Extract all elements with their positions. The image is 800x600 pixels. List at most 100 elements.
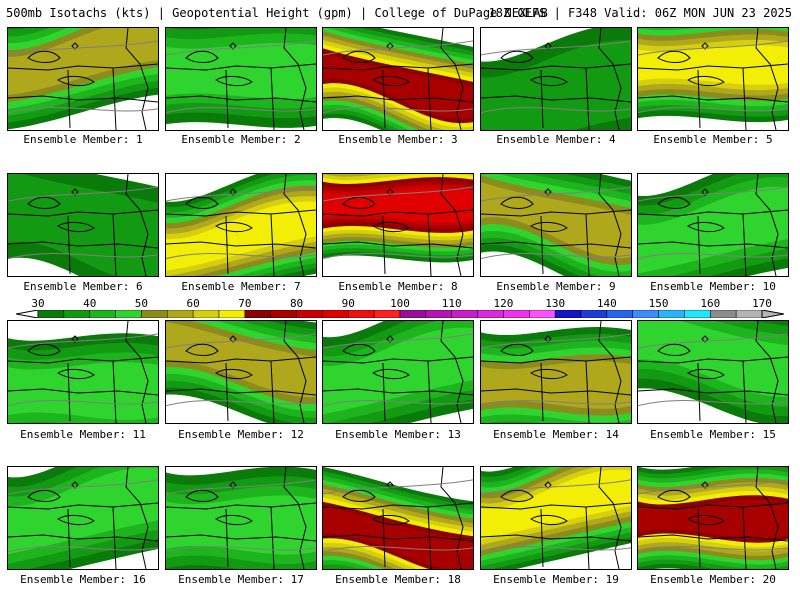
colorbar-tick-label: 140	[597, 297, 617, 310]
ensemble-panel	[322, 320, 474, 424]
colorbar-tick-label: 110	[442, 297, 462, 310]
isotach-map	[8, 174, 158, 276]
colorbar	[16, 310, 784, 318]
isotach-map	[323, 321, 473, 423]
ensemble-member-label: Ensemble Member: 13	[322, 428, 474, 441]
colorbar-bin-125	[529, 310, 555, 318]
colorbar-bin-70	[245, 310, 271, 318]
colorbar-tick-label: 150	[649, 297, 669, 310]
colorbar-bin-65	[219, 310, 245, 318]
isotach-map	[8, 321, 158, 423]
ensemble-member-label: Ensemble Member: 9	[480, 280, 632, 293]
ensemble-panel	[7, 320, 159, 424]
ensemble-panel	[480, 466, 632, 570]
ensemble-member-label: Ensemble Member: 3	[322, 133, 474, 146]
colorbar-bin-45	[116, 310, 142, 318]
colorbar-bin-155	[684, 310, 710, 318]
isotach-map	[166, 174, 316, 276]
map-title: 500mb Isotachs (kts) | Geopotential Heig…	[6, 6, 548, 20]
colorbar-bin-160	[710, 310, 736, 318]
ensemble-member-label: Ensemble Member: 7	[165, 280, 317, 293]
colorbar-bin-30	[38, 310, 64, 318]
ensemble-member-label: Ensemble Member: 6	[7, 280, 159, 293]
isotach-map	[481, 321, 631, 423]
colorbar-bin-165	[736, 310, 762, 318]
isotach-map	[323, 174, 473, 276]
ensemble-member-label: Ensemble Member: 14	[480, 428, 632, 441]
colorbar-bin-90	[348, 310, 374, 318]
colorbar-bin-75	[271, 310, 297, 318]
isotach-map	[166, 467, 316, 569]
colorbar-tick-label: 40	[83, 297, 96, 310]
ensemble-panel	[480, 27, 632, 131]
colorbar-tick-label: 90	[342, 297, 355, 310]
colorbar-tick-label: 70	[238, 297, 251, 310]
colorbar-bin-40	[90, 310, 116, 318]
isotach-map	[323, 28, 473, 130]
colorbar-tick-label: 30	[31, 297, 44, 310]
ensemble-member-label: Ensemble Member: 12	[165, 428, 317, 441]
run-valid-time: 18Z GEFS | F348 Valid: 06Z MON JUN 23 20…	[489, 6, 792, 20]
ensemble-member-label: Ensemble Member: 17	[165, 573, 317, 586]
colorbar-bin-115	[478, 310, 504, 318]
isotach-map	[481, 467, 631, 569]
isotach-map	[481, 28, 631, 130]
ensemble-member-label: Ensemble Member: 20	[637, 573, 789, 586]
colorbar-tick-label: 50	[135, 297, 148, 310]
ensemble-member-label: Ensemble Member: 2	[165, 133, 317, 146]
colorbar-bin-120	[503, 310, 529, 318]
colorbar-bin-100	[400, 310, 426, 318]
ensemble-member-label: Ensemble Member: 10	[637, 280, 789, 293]
isotach-map	[638, 174, 788, 276]
colorbar-tick-label: 120	[493, 297, 513, 310]
colorbar-tick-label: 60	[187, 297, 200, 310]
ensemble-panel	[637, 466, 789, 570]
colorbar-bin-85	[322, 310, 348, 318]
ensemble-panel	[165, 173, 317, 277]
ensemble-member-label: Ensemble Member: 15	[637, 428, 789, 441]
colorbar-bin-50	[141, 310, 167, 318]
ensemble-member-label: Ensemble Member: 5	[637, 133, 789, 146]
colorbar-labels: 30 40 50 60 70 80 90 100 110 120 130 140 150 160 170	[0, 297, 800, 309]
ensemble-panel	[637, 27, 789, 131]
isotach-map	[166, 28, 316, 130]
ensemble-panel	[7, 466, 159, 570]
ensemble-panel	[165, 27, 317, 131]
isotach-map	[638, 28, 788, 130]
ensemble-panel	[7, 173, 159, 277]
ensemble-panel	[165, 466, 317, 570]
ensemble-member-label: Ensemble Member: 16	[7, 573, 159, 586]
isotach-45-kts	[166, 495, 316, 554]
colorbar-tick-label: 170	[752, 297, 772, 310]
colorbar-bin-150	[659, 310, 685, 318]
colorbar-tick-label: 100	[390, 297, 410, 310]
isotach-map	[638, 467, 788, 569]
ensemble-member-label: Ensemble Member: 18	[322, 573, 474, 586]
ensemble-member-label: Ensemble Member: 8	[322, 280, 474, 293]
isotach-map	[481, 174, 631, 276]
colorbar-bin-60	[193, 310, 219, 318]
ensemble-panel	[322, 27, 474, 131]
ensemble-panel	[637, 173, 789, 277]
isotach-map	[166, 321, 316, 423]
ensemble-member-label: Ensemble Member: 11	[7, 428, 159, 441]
colorbar-bin-105	[426, 310, 452, 318]
isotach-map	[323, 467, 473, 569]
ensemble-panel	[165, 320, 317, 424]
isotach-map	[638, 321, 788, 423]
ensemble-panel	[7, 27, 159, 131]
colorbar-bin-55	[167, 310, 193, 318]
ensemble-member-label: Ensemble Member: 4	[480, 133, 632, 146]
colorbar-tick-label: 160	[700, 297, 720, 310]
colorbar-bin-145	[633, 310, 659, 318]
ensemble-panel	[480, 173, 632, 277]
ensemble-panel	[637, 320, 789, 424]
colorbar-low-arrow	[16, 310, 38, 318]
colorbar-bin-110	[452, 310, 478, 318]
colorbar-bin-80	[297, 310, 323, 318]
ensemble-panel	[322, 173, 474, 277]
ensemble-member-label: Ensemble Member: 1	[7, 133, 159, 146]
colorbar-bin-95	[374, 310, 400, 318]
colorbar-bin-135	[581, 310, 607, 318]
colorbar-tick-label: 80	[290, 297, 303, 310]
